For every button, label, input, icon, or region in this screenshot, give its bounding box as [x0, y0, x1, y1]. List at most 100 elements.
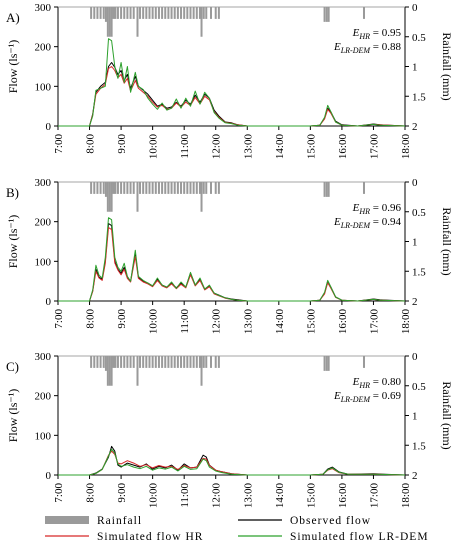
rainfall-bar [104, 182, 107, 197]
series-line-observed-flow [58, 62, 406, 127]
rainfall-bar [136, 356, 139, 386]
rainfall-bar [170, 182, 173, 194]
legend-item: Simulated flow HR [45, 531, 202, 543]
rainfall-bar [123, 182, 126, 194]
x-tick-label: 10:00 [148, 483, 160, 509]
rainfall-bar [96, 356, 99, 368]
rainfall-bar [132, 7, 135, 19]
x-tick-label: 13:00 [242, 483, 254, 509]
rainfall-bar [108, 7, 111, 37]
rainfall-bar [148, 182, 151, 194]
rainfall-bar [139, 7, 142, 19]
y2-tick-label: 1.5 [412, 91, 426, 103]
x-tick-label: 7:00 [53, 309, 65, 329]
rainfall-bar [126, 7, 129, 19]
rainfall-bar [164, 356, 167, 368]
efficiency-annotation: ELR-DEM = 0.94 [333, 216, 402, 230]
rainfall-bar [323, 356, 326, 371]
rainfall-bar [151, 182, 154, 194]
rainfall-bar [195, 182, 198, 194]
x-tick-label: 14:00 [274, 134, 286, 160]
rainfall-bar [114, 356, 117, 368]
rainfall-bar [99, 182, 102, 194]
rainfall-bar [205, 356, 208, 368]
legend-label: Rainfall [97, 515, 142, 527]
rainfall-bar [120, 356, 123, 368]
rainfall-bar [112, 7, 115, 19]
efficiency-annotation: ELR-DEM = 0.88 [333, 41, 402, 55]
rainfall-bar [180, 356, 183, 368]
rainfall-bar [205, 7, 208, 19]
x-tick-label: 16:00 [337, 134, 349, 160]
y2-tick-label: 1.5 [412, 266, 426, 278]
rainfall-bar [180, 182, 183, 194]
panel-c: C) 0 100 200 300 0 0.5 1 1.5 2 7:00 8:00 9:00 10:00 11… [6, 351, 452, 508]
x-tick-label: 15:00 [305, 483, 317, 509]
rainfall-bar [102, 182, 105, 194]
efficiency-annotation: ELR-DEM = 0.69 [333, 390, 402, 404]
legend-label: Observed flow [290, 515, 371, 527]
rainfall-bar [129, 356, 132, 368]
x-tick-label: 13:00 [242, 309, 254, 335]
panel-label: A) [6, 10, 20, 25]
y-tick-label: 100 [35, 81, 52, 93]
efficiency-annotation: EHR = 0.96 [352, 202, 402, 216]
rainfall-bar [123, 356, 126, 368]
x-tick-label: 12:00 [211, 483, 223, 509]
y2-tick-label: 1 [412, 411, 418, 423]
y-axis-title: Flow (ls⁻¹) [6, 389, 20, 443]
rainfall-bar [186, 356, 189, 368]
rainfall-bar [139, 182, 142, 194]
x-tick-label: 11:00 [179, 309, 191, 334]
rainfall-bar [200, 182, 203, 212]
rainfall-bar [195, 7, 198, 19]
legend-swatch [45, 516, 89, 524]
y2-tick-label: 0.5 [412, 207, 426, 219]
legend-item: Simulated flow LR-DEM [238, 531, 428, 543]
rainfall-bar [114, 7, 117, 19]
rainfall-bar [164, 182, 167, 194]
rainfall-bar [362, 182, 365, 194]
rainfall-bar [202, 356, 205, 368]
x-tick-label: 16:00 [337, 483, 349, 509]
rainfall-bar [209, 182, 212, 194]
y2-axis-title: Rainfall (mm) [440, 381, 452, 449]
rainfall-bar [198, 7, 201, 19]
rainfall-bar [123, 7, 126, 19]
rainfall-bar [126, 356, 129, 368]
rainfall-bar [183, 356, 186, 368]
rainfall-bar [112, 182, 115, 194]
rainfall-bar [110, 182, 113, 212]
rainfall-bar [96, 7, 99, 19]
rainfall-bar [102, 356, 105, 368]
efficiency-annotation: EHR = 0.95 [352, 27, 402, 41]
rainfall-bar [145, 7, 148, 19]
y2-axis-title: Rainfall (mm) [440, 207, 452, 275]
y-tick-label: 0 [46, 296, 52, 308]
x-tick-label: 18:00 [400, 483, 412, 509]
x-tick-label: 17:00 [368, 309, 380, 335]
rainfall-bar [202, 7, 205, 19]
rainfall-bar [139, 356, 142, 368]
rainfall-bar [217, 356, 220, 368]
rainfall-bar [114, 182, 117, 194]
rainfall-bar [176, 7, 179, 19]
y2-tick-label: 2 [412, 296, 418, 308]
rainfall-bar [93, 7, 96, 19]
rainfall-bar [129, 7, 132, 19]
rainfall-bar [93, 182, 96, 194]
y-tick-label: 0 [46, 470, 52, 482]
rainfall-bar [148, 356, 151, 368]
rainfall-bar [186, 7, 189, 19]
rainfall-bar [209, 356, 212, 368]
x-tick-label: 9:00 [116, 309, 128, 329]
panel-a: A) 0 100 200 300 0 0.5 1 1.5 2 7:00 8:00 9:00 10:00 11… [6, 2, 452, 159]
y2-tick-label: 2 [412, 121, 418, 133]
x-tick-label: 7:00 [53, 134, 65, 154]
y2-tick-label: 0.5 [412, 381, 426, 393]
rainfall-bar [157, 7, 160, 19]
x-tick-label: 14:00 [274, 483, 286, 509]
rainfall-bar [170, 356, 173, 368]
x-tick-label: 16:00 [337, 309, 349, 335]
rainfall-bar [198, 182, 201, 194]
